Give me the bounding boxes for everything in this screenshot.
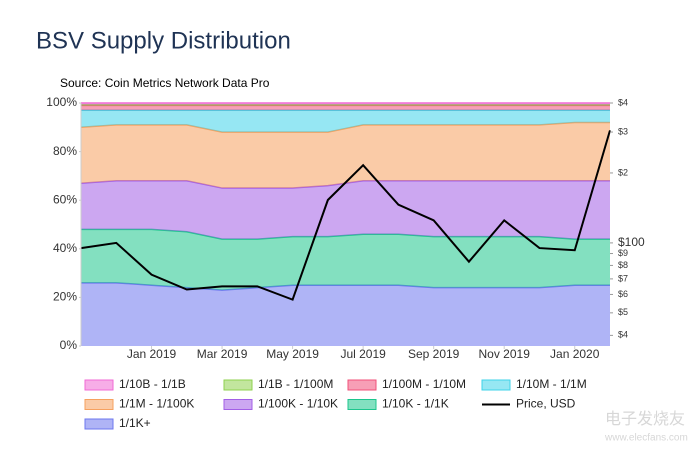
- x-tick-label: Jan 2020: [550, 347, 600, 361]
- legend-swatch: [84, 418, 114, 430]
- legend-label: 1/1B - 1/100M: [258, 377, 333, 391]
- legend-swatch: [84, 399, 114, 410]
- chart-title: BSV Supply Distribution: [36, 27, 291, 54]
- legend-swatch: [347, 399, 377, 410]
- x-tick-label: Jan 2019: [127, 347, 177, 361]
- y-tick-label: 20%: [53, 290, 77, 304]
- legend-label: Price, USD: [516, 397, 576, 411]
- y-tick-label: 100%: [46, 95, 77, 109]
- chart-subtitle: Source: Coin Metrics Network Data Pro: [60, 76, 270, 90]
- y-tick-label: 40%: [53, 241, 77, 255]
- y2-tick-label: $100: [618, 235, 645, 249]
- legend-label: 1/10K - 1/1K: [382, 397, 449, 411]
- x-tick-label: Nov 2019: [479, 347, 531, 361]
- x-tick-label: Mar 2019: [197, 347, 248, 361]
- y2-tick-label: $3: [618, 126, 628, 136]
- area-fill: [81, 282, 610, 346]
- y-tick-label: 0%: [60, 338, 78, 352]
- area-fill: [81, 105, 610, 111]
- y2-tick-label: $8: [618, 260, 628, 270]
- legend-label: 1/1K+: [119, 416, 151, 430]
- y2-tick-label: $5: [618, 307, 628, 317]
- watermark: www.elecfans.com: [604, 433, 688, 444]
- x-tick-label: Jul 2019: [340, 347, 386, 361]
- y2-tick-label: $7: [618, 273, 628, 283]
- y2-tick-label: $9: [618, 248, 628, 258]
- area-fill: [81, 229, 610, 291]
- y2-tick-label: $4: [618, 330, 628, 340]
- legend-label: 1/100K - 1/10K: [258, 397, 338, 411]
- area-fill: [81, 122, 610, 189]
- legend-swatch: [223, 399, 253, 410]
- watermark: 电子发烧友: [605, 410, 685, 428]
- y-tick-label: 60%: [53, 192, 77, 206]
- y-tick-label: 80%: [53, 144, 77, 158]
- y2-tick-label: $2: [618, 167, 628, 177]
- area-fill: [81, 180, 610, 240]
- legend-label: 1/10M - 1/1M: [516, 377, 587, 391]
- legend-label: 1/100M - 1/10M: [382, 377, 466, 391]
- legend-label: 1/10B - 1/1B: [119, 377, 186, 391]
- x-tick-label: May 2019: [266, 347, 319, 361]
- legend-swatch: [84, 379, 114, 391]
- y2-tick-label: $6: [618, 289, 628, 299]
- price-line: [80, 130, 611, 301]
- legend-swatch: [223, 379, 253, 391]
- legend-swatch: [481, 379, 511, 391]
- legend-label: 1/1M - 1/100K: [119, 397, 194, 411]
- y2-tick-label: $4: [618, 97, 628, 107]
- x-tick-label: Sep 2019: [408, 347, 460, 361]
- area-fill: [81, 110, 610, 133]
- legend-swatch: [347, 379, 377, 391]
